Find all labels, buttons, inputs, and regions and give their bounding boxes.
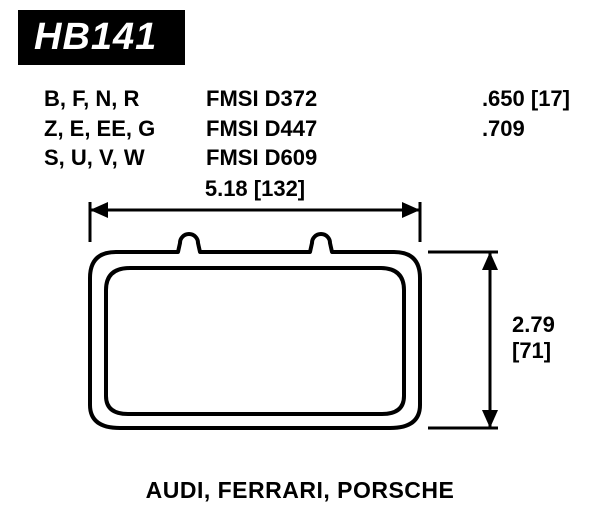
vehicle-applications: AUDI, FERRARI, PORSCHE <box>0 477 600 504</box>
thickness-line: .650 [17] <box>482 84 570 114</box>
height-dimension: 2.79 [71] <box>428 252 555 428</box>
part-number-header: HB141 <box>18 10 185 65</box>
width-label: 5.18 [132] <box>205 180 305 201</box>
codes-line: S, U, V, W <box>44 143 155 173</box>
fmsi-line: FMSI D609 <box>206 143 317 173</box>
codes-line: Z, E, EE, G <box>44 114 155 144</box>
fmsi-codes: FMSI D372 FMSI D447 FMSI D609 <box>206 84 317 173</box>
thickness-values: .650 [17] .709 <box>482 84 570 143</box>
fmsi-line: FMSI D372 <box>206 84 317 114</box>
thickness-line: .709 <box>482 114 570 144</box>
compound-codes: B, F, N, R Z, E, EE, G S, U, V, W <box>44 84 155 173</box>
pad-diagram: 5.18 [132] 2.79 [71] <box>20 180 580 480</box>
fmsi-line: FMSI D447 <box>206 114 317 144</box>
pad-outline <box>90 234 420 428</box>
height-label-1: 2.79 <box>512 312 555 337</box>
codes-line: B, F, N, R <box>44 84 155 114</box>
height-label-2: [71] <box>512 338 551 363</box>
width-dimension: 5.18 [132] <box>90 180 420 242</box>
